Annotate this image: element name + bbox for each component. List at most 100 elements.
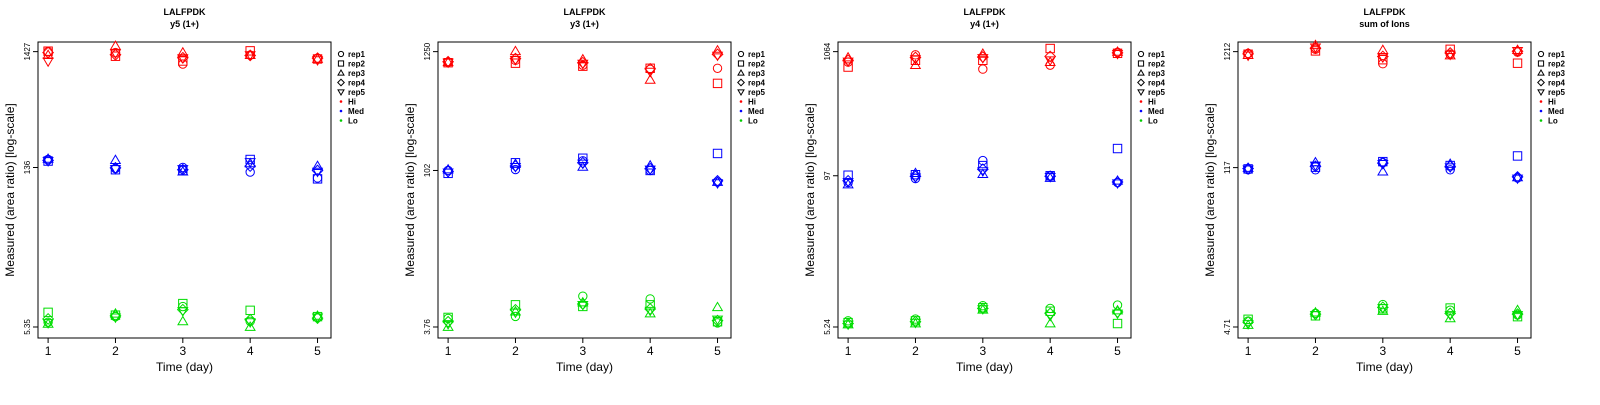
legend-marker-rep2: [1537, 60, 1545, 67]
y-tick-label: 102: [423, 163, 432, 177]
legend-marker-rep1: [337, 50, 345, 58]
data-point-med-rep3: [1511, 171, 1524, 182]
legend-marker-rep4: [737, 78, 745, 87]
x-tick-label: 4: [1047, 344, 1054, 358]
legend-label-rep3: rep3: [748, 69, 765, 78]
data-point-hi-rep5: [1511, 47, 1524, 57]
data-point-lo-rep2: [1512, 311, 1523, 322]
x-tick-label: 5: [1114, 344, 1121, 358]
data-point-med-rep3: [644, 159, 656, 170]
data-point-med-rep4: [244, 160, 257, 173]
y-tick-label: 117: [1223, 161, 1232, 174]
data-point-med-rep5: [977, 167, 989, 177]
legend-dot-med: [339, 109, 343, 113]
legend-label-hi: Hi: [348, 98, 356, 107]
chart-panel: LALFPDK sum of Ions 1 2 3 4 5 Time (day) 4.71 117…: [1203, 7, 1565, 374]
data-point-lo-rep3: [644, 307, 656, 318]
data-point-lo-rep1: [178, 301, 188, 312]
y-tick-label: 3.76: [423, 319, 432, 335]
y-tick-label: 1427: [23, 42, 32, 60]
legend-dot-med: [739, 109, 743, 113]
data-point-lo-rep3: [1044, 317, 1056, 328]
data-point-med-rep3: [1377, 165, 1389, 176]
chart-subtitle: y4 (1+): [970, 19, 999, 29]
data-point-hi-rep2: [978, 55, 988, 66]
data-point-lo-rep5: [909, 318, 922, 329]
data-point-lo-rep2: [1112, 318, 1123, 329]
data-point-lo-rep3: [842, 318, 854, 329]
x-tick-label: 1: [445, 344, 452, 358]
data-point-hi-rep3: [909, 59, 922, 70]
data-point-lo-rep3: [1511, 304, 1524, 315]
legend-label-rep5: rep5: [748, 88, 765, 97]
data-point-med-rep3: [909, 167, 922, 178]
legend-marker-rep3: [1537, 69, 1545, 76]
data-point-med-rep1: [978, 155, 988, 166]
data-point-hi-rep4: [1044, 50, 1057, 63]
data-point-med-rep3: [977, 168, 989, 179]
x-axis-label: Time (day): [156, 360, 213, 374]
data-point-hi-rep3: [244, 49, 256, 59]
data-point-lo-rep5: [109, 313, 122, 324]
data-point-hi-rep5: [644, 67, 656, 78]
data-point-med-rep2: [712, 148, 723, 159]
data-point-lo-rep5: [1242, 320, 1254, 330]
data-point-hi-rep5: [1309, 43, 1322, 54]
x-tick-label: 2: [1312, 344, 1319, 358]
x-tick-label: 5: [714, 344, 721, 358]
data-point-lo-rep5: [442, 320, 454, 330]
x-tick-label: 1: [1245, 344, 1252, 358]
data-point-hi-rep5: [109, 49, 122, 60]
legend-label-med: Med: [748, 107, 764, 116]
plot-frame: [437, 41, 732, 339]
data-point-lo-rep3: [177, 315, 189, 326]
data-point-hi-rep5: [842, 57, 854, 68]
y-tick-label: 5.35: [23, 319, 32, 335]
legend-dot-lo: [739, 119, 743, 122]
chart-subtitle: y5 (1+): [170, 19, 199, 29]
data-point-lo-rep5: [509, 308, 522, 319]
data-point-hi-rep3: [977, 48, 989, 58]
x-axis-label: Time (day): [556, 360, 613, 374]
chart-subtitle: sum of Ions: [1359, 19, 1410, 29]
data-point-med-rep5: [311, 167, 324, 178]
legend-dot-hi: [1139, 100, 1143, 103]
data-point-hi-rep2: [578, 61, 588, 71]
data-point-med-rep5: [109, 165, 122, 175]
data-point-med-rep3: [1242, 162, 1254, 172]
chart-panel: LALFPDK y4 (1+) 1 2 3 4 5 Time (day) 5.24 97 1064 M…: [803, 7, 1165, 374]
legend-label-hi: Hi: [1548, 98, 1556, 107]
legend-marker-rep5: [737, 89, 745, 96]
legend-label-lo: Lo: [1148, 117, 1158, 126]
data-point-hi-rep3: [442, 56, 454, 67]
data-point-med-rep3: [109, 154, 122, 164]
data-point-med-rep4: [711, 174, 724, 187]
data-point-hi-rep5: [1242, 51, 1254, 62]
data-point-hi-rep5: [977, 54, 989, 64]
legend-marker-rep5: [1537, 89, 1545, 96]
legend-label-rep3: rep3: [1148, 69, 1165, 78]
data-point-lo-rep1: [43, 317, 53, 327]
legend-label-rep5: rep5: [1548, 88, 1565, 97]
data-point-med-rep5: [1111, 179, 1124, 190]
chart-title: LALFPDK: [564, 7, 606, 17]
data-point-lo-rep5: [244, 318, 256, 328]
data-point-hi-rep2: [1378, 55, 1388, 65]
data-point-hi-rep2: [843, 62, 853, 72]
data-point-hi-rep3: [577, 53, 589, 64]
legend-marker-rep3: [737, 69, 745, 76]
data-point-med-rep5: [644, 165, 656, 176]
y-axis-label: Measured (area ratio) [log-scale]: [1203, 103, 1217, 276]
legend-dot-hi: [1539, 100, 1543, 103]
data-point-lo-rep5: [577, 300, 589, 311]
data-point-hi-rep5: [509, 56, 522, 66]
y-tick-label: 1064: [823, 42, 832, 60]
data-point-hi-rep3: [711, 44, 724, 55]
y-axis-label: Measured (area ratio) [log-scale]: [803, 103, 817, 276]
legend-label-rep1: rep1: [348, 50, 365, 59]
data-point-med-rep5: [1377, 160, 1389, 170]
plot-frame: [37, 41, 332, 339]
data-point-med-rep2: [1112, 143, 1123, 154]
